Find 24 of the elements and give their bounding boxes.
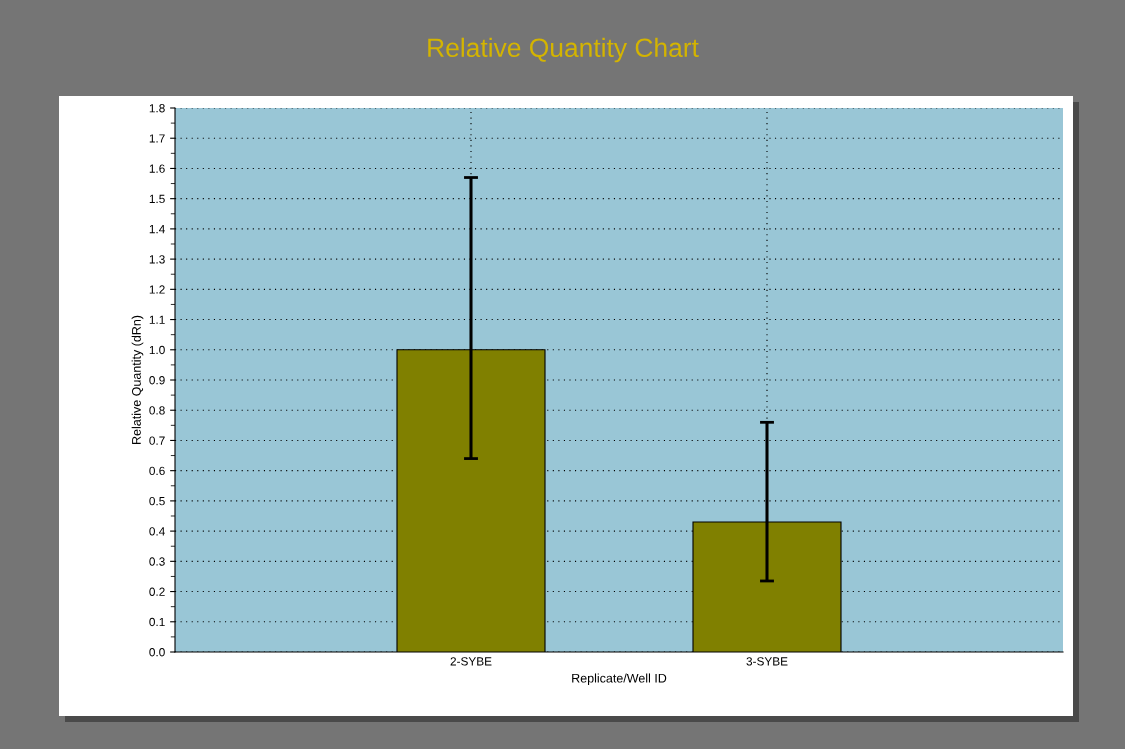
y-tick-label: 1.5	[149, 194, 165, 204]
y-tick-label: 1.0	[149, 345, 165, 355]
y-tick-label: 0.3	[149, 557, 165, 566]
chart-title: Relative Quantity Chart	[428, 37, 699, 63]
y-tick-label: 1.2	[149, 285, 165, 294]
y-tick-label: 1.7	[149, 134, 165, 143]
y-tick-label: 1.8	[149, 104, 165, 113]
y-tick-label: 0.7	[149, 436, 165, 445]
y-axis-title: Relative Quantity (dRn)	[131, 315, 144, 444]
y-tick-label: 0.6	[149, 466, 165, 476]
y-tick-label: 0.1	[149, 617, 165, 627]
x-tick-label: 3-SYBE	[746, 657, 788, 666]
y-tick-label: 0.4	[149, 527, 165, 536]
y-tick-label: 1.1	[149, 315, 165, 324]
y-tick-label: 0.5	[149, 496, 165, 506]
y-tick-label: 0.9	[149, 376, 165, 385]
y-tick-label: 1.6	[149, 164, 165, 173]
x-axis-title: Replicate/Well ID	[572, 673, 667, 686]
y-tick-label: 0.0	[149, 648, 165, 657]
y-tick-label: 1.4	[149, 225, 165, 234]
y-tick-label: 0.2	[149, 587, 165, 596]
y-tick-label: 1.3	[149, 255, 165, 264]
x-tick-label: 2-SYBE	[450, 657, 492, 666]
y-tick-label: 0.8	[149, 406, 165, 415]
